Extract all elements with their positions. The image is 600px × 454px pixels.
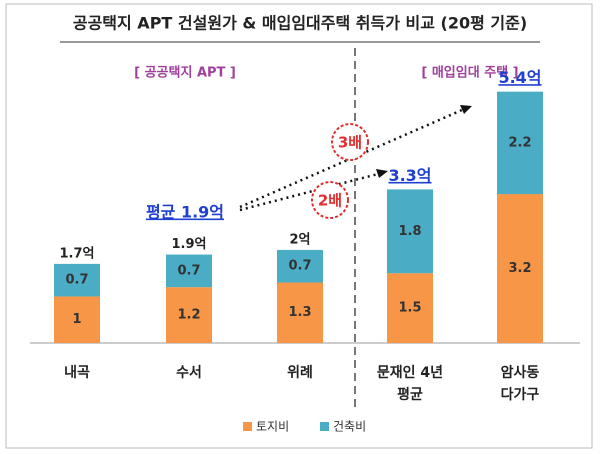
bar-segment — [54, 263, 100, 297]
arrowhead — [460, 105, 472, 114]
x-tick-label: 암사동 다가구 — [500, 365, 540, 403]
bar-segment — [166, 254, 212, 288]
segment-label: 0.7 — [288, 259, 311, 274]
total-label: 1.7억 — [60, 246, 95, 261]
stamp — [331, 123, 369, 161]
x-tick-label: 내곡 — [64, 365, 90, 381]
total-label: 5.4억 — [498, 68, 541, 87]
x-tick-label: 수서 — [176, 365, 202, 381]
segment-label: 1.8 — [398, 224, 421, 239]
legend-label: 토지비 — [256, 420, 289, 434]
chart-title: 공공택지 APT 건설원가 & 매입임대주택 취득가 비교 (20평 기준) — [73, 14, 527, 33]
bar-segment — [387, 189, 433, 274]
segment-label: 1 — [72, 312, 81, 327]
legend-swatch — [243, 422, 252, 431]
bar-segment — [497, 91, 543, 195]
legend-swatch — [320, 422, 329, 431]
total-label: 2억 — [289, 232, 310, 247]
average-label: 평균 1.9억 — [146, 203, 224, 222]
segment-label: 2.2 — [508, 135, 531, 150]
segment-label: 0.7 — [65, 273, 88, 288]
bar-segment — [497, 194, 543, 343]
x-tick-label: 위례 — [287, 365, 313, 381]
arrowhead — [376, 169, 388, 178]
legend-label: 건축비 — [333, 420, 366, 434]
segment-label: 0.7 — [177, 263, 200, 278]
stamp — [311, 181, 349, 219]
group-label: [ 공공택지 APT ] — [134, 65, 236, 81]
bar-segment — [277, 249, 323, 283]
segment-label: 1.5 — [398, 301, 421, 316]
segment-label: 1.3 — [288, 305, 311, 320]
ratio-label: 3배 — [338, 134, 362, 152]
segment-label: 1.2 — [177, 308, 200, 323]
total-label: 3.3억 — [388, 166, 431, 185]
bar-segment — [277, 282, 323, 343]
bar-segment — [54, 296, 100, 343]
group-label: [ 매입임대 주택 ] — [421, 65, 518, 81]
ratio-label: 2배 — [318, 192, 342, 210]
total-label: 1.9억 — [172, 237, 207, 252]
frame — [5, 3, 593, 449]
segment-label: 3.2 — [508, 261, 531, 276]
bar-segment — [166, 287, 212, 343]
bar-segment — [387, 273, 433, 343]
x-tick-label: 문재인 4년 평균 — [376, 365, 444, 403]
